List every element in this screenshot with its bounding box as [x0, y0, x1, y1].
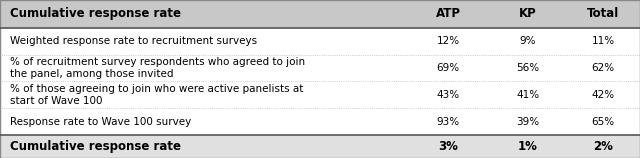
Text: 39%: 39% — [516, 117, 540, 127]
Text: 2%: 2% — [593, 140, 613, 153]
Text: 12%: 12% — [436, 36, 460, 46]
Text: KP: KP — [519, 7, 537, 20]
Text: 42%: 42% — [591, 90, 615, 100]
Text: 11%: 11% — [591, 36, 615, 46]
Bar — [0, 81, 640, 108]
Text: 1%: 1% — [518, 140, 538, 153]
Text: Weighted response rate to recruitment surveys: Weighted response rate to recruitment su… — [10, 36, 257, 46]
Bar — [0, 135, 640, 158]
Text: 65%: 65% — [591, 117, 615, 127]
Text: 69%: 69% — [436, 63, 460, 73]
Text: Total: Total — [587, 7, 620, 20]
Bar — [0, 108, 640, 135]
Text: Cumulative response rate: Cumulative response rate — [10, 7, 180, 20]
Text: % of recruitment survey respondents who agreed to join
the panel, among those in: % of recruitment survey respondents who … — [10, 57, 305, 79]
Text: 9%: 9% — [520, 36, 536, 46]
Text: Response rate to Wave 100 survey: Response rate to Wave 100 survey — [10, 117, 191, 127]
Text: 56%: 56% — [516, 63, 540, 73]
Text: Cumulative response rate: Cumulative response rate — [10, 140, 180, 153]
Bar — [0, 28, 640, 55]
Bar — [0, 55, 640, 81]
Text: % of those agreeing to join who were active panelists at
start of Wave 100: % of those agreeing to join who were act… — [10, 84, 303, 106]
Bar — [0, 0, 640, 28]
Text: 41%: 41% — [516, 90, 540, 100]
Text: 93%: 93% — [436, 117, 460, 127]
Text: 43%: 43% — [436, 90, 460, 100]
Text: ATP: ATP — [435, 7, 461, 20]
Text: 62%: 62% — [591, 63, 615, 73]
Text: 3%: 3% — [438, 140, 458, 153]
